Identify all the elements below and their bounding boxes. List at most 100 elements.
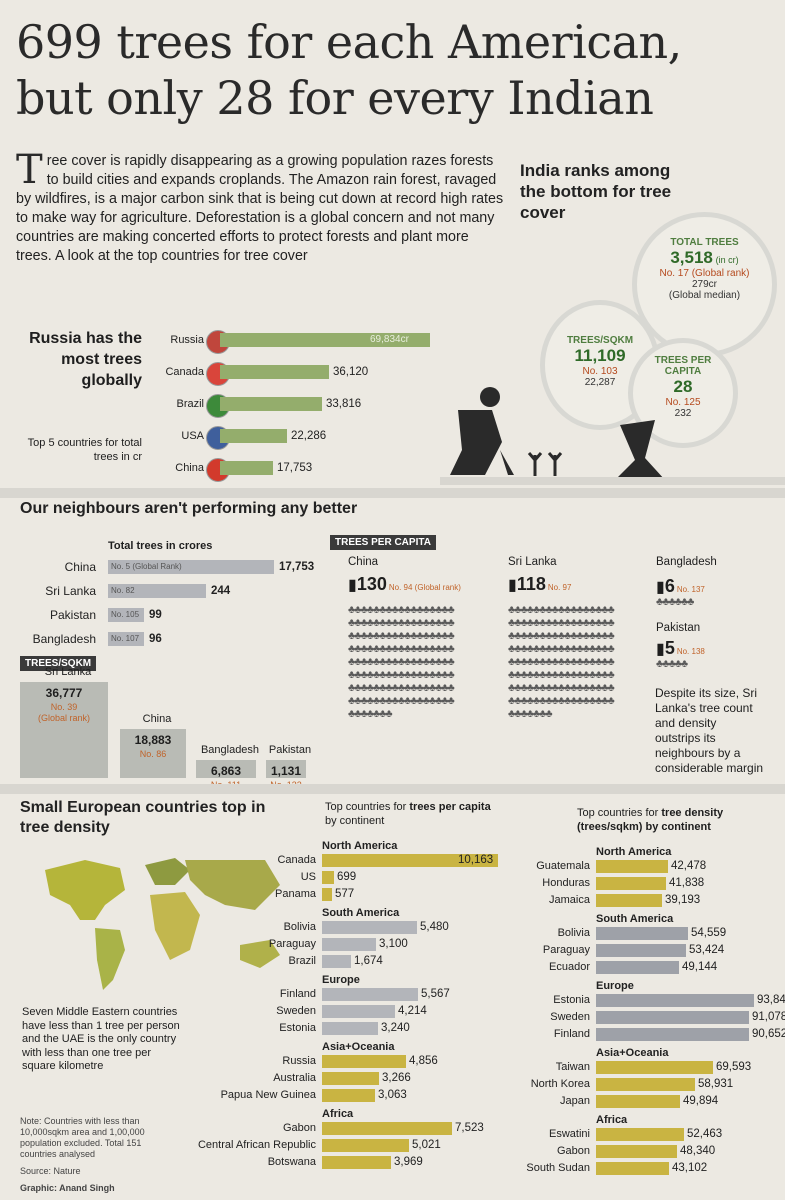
- source-credit: Source: Nature: [20, 1166, 81, 1176]
- ground-strip: [440, 477, 785, 485]
- top5-value: 69,834cr: [370, 334, 409, 345]
- sqkm-bar: [266, 760, 306, 778]
- continent-bar: [322, 921, 417, 934]
- europe-title: Small European countries top in tree den…: [20, 799, 266, 836]
- neighbour-total-rank: No. 107: [111, 634, 140, 643]
- sqkm-country: Pakistan: [268, 744, 312, 756]
- continent-value: 3,240: [381, 1022, 410, 1034]
- continent-country-label: Panama: [275, 888, 316, 900]
- capita-country: China: [348, 556, 379, 568]
- trees-per-capita-tag: TREES PER CAPITA: [330, 535, 436, 550]
- sqkm-value: 6,863: [210, 764, 242, 778]
- spade-icon: [500, 450, 514, 475]
- top5-value: 22,286: [291, 430, 327, 442]
- neighbour-total-bar: [108, 560, 274, 574]
- neighbour-total-value: 96: [149, 633, 162, 645]
- continent-value: 3,969: [394, 1156, 423, 1168]
- continent-bar: [322, 888, 332, 901]
- north-america-shape: [45, 860, 125, 920]
- continent-title: Asia+Oceania: [322, 1041, 395, 1053]
- continent-bar: [322, 1139, 409, 1152]
- total-trees-rank: No. 17 (Global rank): [659, 268, 750, 279]
- continent-country-label: Russia: [282, 1055, 316, 1067]
- continent-bar: [596, 1061, 713, 1074]
- continent-country-label: Jamaica: [549, 894, 590, 906]
- neighbour-total-label: Bangladesh: [32, 632, 96, 646]
- continent-value: 4,856: [409, 1055, 438, 1067]
- sqkm-rank-note: (Global rank): [37, 713, 91, 723]
- capita-rank: No. 138: [676, 647, 705, 656]
- continent-value: 3,266: [382, 1072, 411, 1084]
- continent-title: Europe: [596, 980, 634, 992]
- continent-country-label: Papua New Guinea: [220, 1089, 316, 1101]
- continent-title: Asia+Oceania: [596, 1047, 669, 1059]
- tree-trunk-icon: [615, 420, 665, 480]
- continent-value: 49,144: [682, 961, 718, 973]
- continent-value: 69,593: [716, 1061, 752, 1073]
- intro-dropcap: T: [16, 147, 43, 193]
- density-title: Top countries for tree density (trees/sqk…: [577, 806, 777, 834]
- continent-value: 5,567: [421, 988, 450, 1000]
- total-trees-median-label: (Global median): [668, 290, 741, 301]
- tree-pictogram-grid: ♣♣♣♣♣♣♣♣♣♣♣♣♣♣♣♣♣♣♣♣♣♣♣♣♣♣♣♣♣♣♣♣♣♣♣♣♣♣♣♣…: [508, 604, 615, 720]
- sqkm-rank: No. 86: [139, 749, 167, 759]
- continent-country-label: Paraguay: [268, 938, 316, 950]
- south-america-shape: [95, 928, 125, 990]
- continent-bar: [322, 988, 418, 1001]
- capita-country: Pakistan: [656, 622, 701, 634]
- continent-country-label: Paraguay: [542, 944, 590, 956]
- australia-shape: [240, 940, 280, 968]
- continent-bar: [322, 1156, 391, 1169]
- capita-figure: ▮118 No. 97: [508, 574, 571, 595]
- capita-country: Sri Lanka: [508, 556, 557, 568]
- sqkm-bar: [20, 682, 108, 778]
- continent-value: 48,340: [680, 1145, 716, 1157]
- sqkm-value: 1,131: [270, 764, 302, 778]
- asia-shape: [185, 860, 280, 910]
- intro-text: ree cover is rapidly disappearing as a g…: [16, 153, 504, 264]
- sqkm-bar: [120, 729, 186, 778]
- headline-line-1: 699 trees for each American,: [16, 15, 682, 69]
- person-icon: ▮: [508, 577, 517, 594]
- continent-value: 49,894: [683, 1095, 719, 1107]
- continent-bar: [322, 1005, 395, 1018]
- continent-bar: [596, 1078, 695, 1091]
- top5-title: Russia has the most trees globally: [29, 330, 142, 389]
- continent-bar: [596, 927, 688, 940]
- total-trees-label: TOTAL TREES: [670, 237, 739, 248]
- continent-country-label: Estonia: [279, 1022, 316, 1034]
- continent-country-label: Bolivia: [283, 921, 316, 933]
- neighbour-total-bar: [108, 608, 144, 622]
- continent-country-label: Sweden: [276, 1005, 316, 1017]
- top5-value: 17,753: [277, 462, 313, 474]
- continent-country-label: South Sudan: [526, 1162, 590, 1174]
- top5-value: 36,120: [333, 366, 369, 378]
- gardener-head-icon: [480, 387, 500, 407]
- continent-value: 577: [335, 888, 355, 900]
- neighbours-note: Despite its size, Sri Lanka's tree count…: [655, 686, 764, 775]
- neighbour-total-label: Sri Lanka: [45, 584, 96, 598]
- neighbour-total-label: China: [64, 560, 96, 574]
- sapling-icon: [527, 452, 543, 476]
- continent-bar: [596, 860, 668, 873]
- neighbours-total-title: Total trees in crores: [108, 540, 213, 552]
- person-icon: ▮: [348, 577, 357, 594]
- africa-shape: [150, 892, 200, 960]
- sapling-icon: [547, 452, 563, 476]
- continent-bar: [596, 994, 754, 1007]
- continent-title: South America: [322, 907, 400, 919]
- neighbour-total-bar: [108, 584, 206, 598]
- continent-country-label: Taiwan: [555, 1061, 590, 1073]
- top5-bar: [220, 397, 322, 411]
- india-rank-title: India ranks among the bottom for tree co…: [520, 161, 672, 222]
- india-total-trees-circle: TOTAL TREES 3,518 (in cr) No. 17 (Global…: [632, 212, 777, 357]
- continent-bar: [322, 871, 334, 884]
- continent-value: 91,078: [752, 1011, 785, 1023]
- continent-title: North America: [322, 840, 398, 852]
- continent-bar: [596, 1162, 669, 1175]
- tree-pictogram-grid: ♣♣♣♣♣♣: [656, 596, 694, 608]
- capita-rank: No. 137: [676, 585, 705, 594]
- continent-bar: [322, 1055, 406, 1068]
- per-capita-title-a: Top countries for: [325, 801, 410, 813]
- per-capita-title-b: trees per capita: [409, 801, 491, 813]
